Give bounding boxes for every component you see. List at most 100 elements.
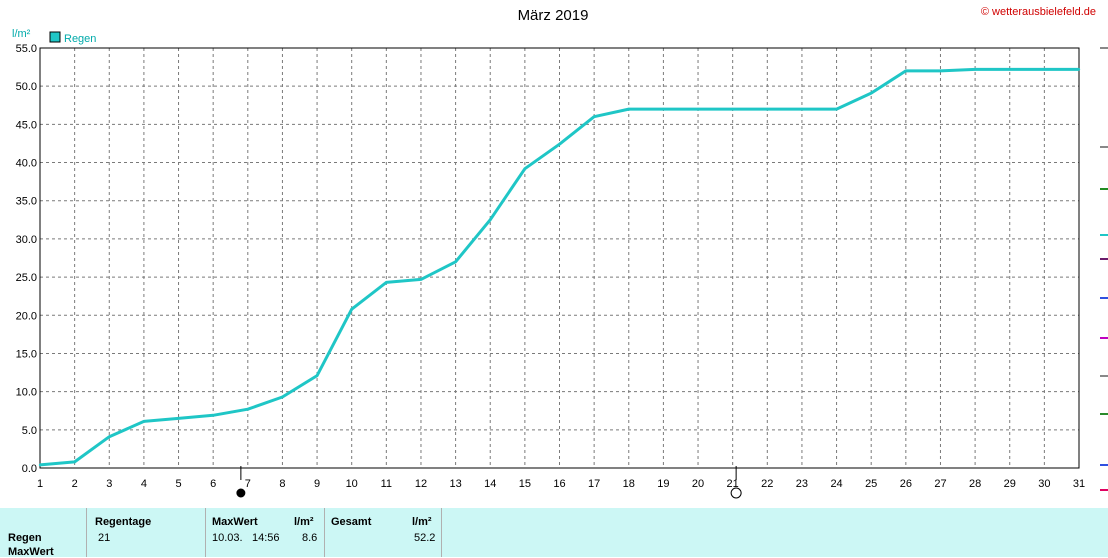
x-tick-label: 22 — [761, 478, 773, 490]
data-point — [385, 281, 388, 284]
x-tick-label: 11 — [381, 478, 392, 490]
moon-phase-markers — [236, 466, 742, 499]
y-tick-label: 40.0 — [16, 158, 37, 170]
y-tick-label: 30.0 — [16, 234, 37, 246]
y-tick-label: 35.0 — [16, 196, 37, 208]
x-tick-label: 15 — [519, 478, 531, 490]
stats-value-regentage: 21 — [98, 532, 111, 544]
x-tick-label: 1 — [37, 478, 43, 490]
x-tick-label: 28 — [969, 478, 981, 490]
x-tick-label: 30 — [1038, 478, 1050, 490]
rain-chart: März 2019 © wetterausbielefeld.de l/m² R… — [12, 6, 1108, 499]
data-point — [766, 107, 769, 111]
x-tick-label: 31 — [1073, 478, 1085, 490]
stats-divider — [205, 508, 206, 557]
y-tick-label: 15.0 — [16, 348, 37, 360]
x-tick-label: 19 — [657, 478, 669, 490]
new-moon-icon — [236, 488, 246, 498]
data-point — [1043, 68, 1046, 71]
stats-header-maxwert: MaxWert — [212, 516, 258, 528]
stats-max-date: 10.03. — [212, 532, 243, 544]
stats-panel: Regen MaxWert Regentage 21 MaxWert l/m² … — [0, 508, 1108, 558]
x-tick-label: 25 — [865, 478, 877, 490]
x-tick-label: 24 — [830, 478, 842, 490]
y-tick-label: 25.0 — [16, 272, 37, 284]
stats-divider — [441, 508, 442, 557]
y-unit-label: l/m² — [12, 28, 31, 40]
data-point — [1008, 68, 1011, 71]
stats-header-max-unit: l/m² — [294, 516, 314, 528]
stats-max-time: 14:56 — [252, 532, 280, 544]
y-tick-label: 20.0 — [16, 310, 37, 322]
legend-swatch — [49, 31, 61, 43]
stats-header-regentage: Regentage — [95, 516, 152, 528]
x-tick-label: 10 — [346, 478, 358, 490]
x-tick-label: 26 — [900, 478, 912, 490]
x-tick-label: 3 — [106, 478, 112, 490]
series-layer — [38, 67, 1081, 467]
data-point — [835, 107, 838, 111]
x-tick-label: 16 — [553, 478, 565, 490]
data-point — [800, 107, 804, 111]
copyright-text: © wetterausbielefeld.de — [981, 6, 1096, 18]
chart-title: März 2019 — [518, 7, 589, 24]
data-point — [454, 260, 457, 264]
x-tick-label: 4 — [141, 478, 147, 490]
data-point — [558, 143, 561, 146]
stats-max-value: 8.6 — [302, 532, 318, 544]
full-moon-icon — [730, 487, 742, 499]
stats-divider — [324, 508, 325, 557]
stats-row-label-regen: Regen — [8, 532, 42, 544]
plot-frame — [39, 47, 1080, 469]
y-tick-label: 45.0 — [16, 119, 37, 131]
data-point — [142, 420, 146, 423]
data-point — [489, 218, 492, 222]
x-tick-label: 29 — [1004, 478, 1016, 490]
data-point — [662, 107, 665, 111]
x-tick-label: 2 — [72, 478, 78, 490]
y-tick-label: 5.0 — [22, 425, 37, 437]
data-point — [1077, 68, 1081, 71]
stats-row-label-maxwert: MaxWert — [8, 546, 54, 558]
data-point — [246, 408, 249, 411]
x-tick-label: 6 — [210, 478, 216, 490]
data-point — [108, 435, 111, 438]
data-point — [419, 278, 423, 281]
data-point — [523, 167, 527, 170]
stats-header-total-unit: l/m² — [412, 516, 432, 528]
x-tick-label: 8 — [279, 478, 285, 490]
x-tick-label: 27 — [934, 478, 946, 490]
stats-divider — [86, 508, 87, 557]
x-tick-label: 7 — [245, 478, 251, 490]
data-point — [973, 68, 977, 71]
right-edge-markers — [1100, 47, 1108, 491]
x-axis-ticks: 1 2 3 4 5 6 7 8 9 10 11 12 13 14 15 16 17 18 19 20 21 22 23 24 2… — [37, 478, 1085, 490]
data-point — [904, 69, 908, 73]
y-tick-label: 10.0 — [16, 387, 37, 399]
data-point — [281, 395, 284, 399]
x-tick-label: 5 — [175, 478, 181, 490]
y-tick-label: 0.0 — [22, 463, 37, 475]
data-point — [627, 107, 630, 111]
y-tick-label: 50.0 — [16, 81, 37, 93]
data-point — [939, 69, 942, 73]
data-point — [731, 107, 734, 111]
x-tick-label: 14 — [484, 478, 496, 490]
data-point — [73, 460, 76, 464]
y-axis-ticks: 0.0 5.0 10.0 15.0 20.0 25.0 30.0 35.0 40.0 45.0 50… — [16, 43, 37, 475]
grid — [40, 48, 1079, 468]
x-tick-label: 12 — [415, 478, 427, 490]
data-point — [350, 307, 353, 311]
data-point — [177, 417, 180, 420]
data-point — [211, 414, 215, 417]
data-point — [592, 115, 596, 118]
legend-label: Regen — [64, 33, 96, 45]
stats-header-gesamt: Gesamt — [331, 516, 372, 528]
x-tick-label: 13 — [449, 478, 461, 490]
x-tick-label: 23 — [796, 478, 808, 490]
data-point — [315, 374, 319, 377]
data-point — [696, 107, 700, 111]
y-tick-label: 55.0 — [16, 43, 37, 55]
x-tick-label: 21 — [727, 478, 739, 490]
stats-total-value: 52.2 — [414, 532, 436, 544]
